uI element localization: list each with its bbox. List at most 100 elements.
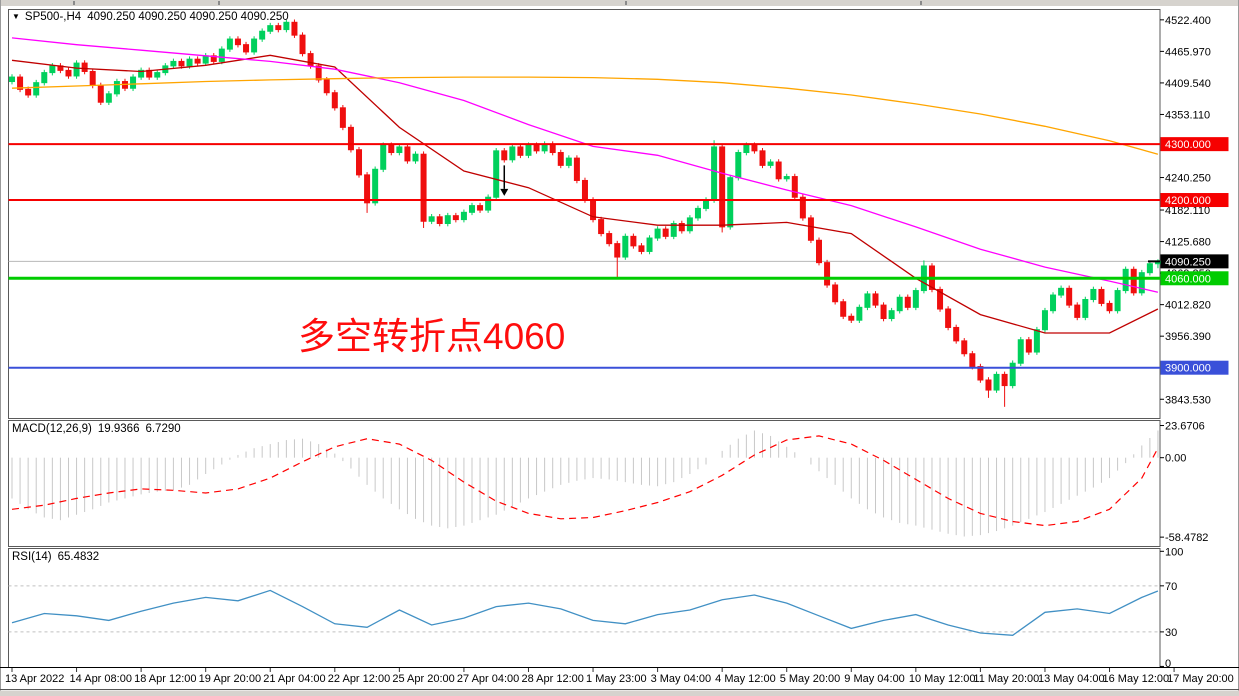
candle	[703, 199, 710, 209]
candle	[291, 21, 298, 36]
candle	[694, 207, 701, 219]
window-bottom-strip	[0, 690, 1239, 696]
candle	[356, 149, 363, 176]
time-axis-label: 19 Apr 20:00	[199, 673, 261, 685]
candle	[218, 48, 225, 62]
candle	[1098, 288, 1105, 304]
macd-tick-label: -58.4782	[1165, 532, 1208, 544]
macd-signal-line	[11, 435, 1159, 527]
candle	[614, 243, 621, 258]
candle	[307, 53, 314, 67]
candle	[977, 366, 984, 381]
time-axis-label: 13 May 04:00	[1038, 673, 1105, 685]
candle	[251, 38, 258, 53]
symbol-label: SP500-,H4	[24, 11, 82, 23]
candle	[33, 82, 40, 96]
candle	[1050, 294, 1057, 312]
candle	[468, 205, 475, 213]
svg-text:4060.000: 4060.000	[1165, 273, 1211, 285]
macd-main-value: 19.9366	[97, 423, 140, 435]
symbol-dropdown-icon[interactable]: ▼	[12, 12, 20, 21]
main-panel[interactable]	[8, 9, 1161, 419]
candle	[436, 216, 443, 225]
candle	[743, 144, 750, 154]
candle	[880, 304, 887, 320]
candle	[799, 196, 806, 219]
candle	[961, 340, 968, 355]
candle	[1082, 299, 1089, 318]
candle	[372, 168, 379, 204]
macd-tick-label: 23.6706	[1165, 421, 1205, 433]
ma-slow-line	[11, 76, 1159, 155]
candle	[138, 69, 145, 78]
time-axis-label: 25 Apr 20:00	[392, 673, 454, 685]
rsi-panel[interactable]	[8, 548, 1161, 668]
candle	[807, 217, 814, 241]
candle	[848, 315, 855, 321]
candle	[202, 55, 209, 64]
candle	[727, 177, 734, 228]
candle	[485, 196, 492, 211]
ma-mid-line	[11, 37, 1159, 293]
candle	[226, 38, 233, 50]
candle	[557, 152, 564, 166]
candle	[1009, 362, 1016, 387]
window-edge-notch	[920, 1, 922, 5]
rsi-label: RSI(14)	[12, 551, 52, 563]
window-edge-notch	[625, 1, 627, 5]
candle	[840, 301, 847, 317]
macd-label: MACD(12,26,9)	[12, 423, 92, 435]
candle	[275, 25, 282, 31]
rsi-layer	[8, 585, 1160, 636]
candle	[89, 70, 96, 86]
candle	[65, 69, 72, 77]
price-tick-label: 4125.680	[1165, 237, 1211, 249]
candle	[1130, 268, 1137, 294]
candle	[912, 290, 919, 308]
candle	[638, 245, 645, 252]
candle	[1066, 287, 1073, 306]
candle	[622, 235, 629, 258]
candle	[945, 308, 952, 328]
candle	[81, 62, 88, 72]
window-edge-notch	[218, 1, 220, 5]
candle	[549, 143, 556, 154]
candle	[775, 161, 782, 180]
candle	[1106, 302, 1113, 312]
candle	[9, 76, 15, 83]
candle	[444, 215, 451, 225]
annotation-text[interactable]: 多空转折点4060	[298, 316, 566, 357]
candle	[501, 150, 508, 161]
candle	[380, 144, 387, 170]
candle	[452, 215, 459, 221]
macd-panel[interactable]	[8, 420, 1161, 547]
candle	[824, 262, 831, 286]
candle	[428, 216, 435, 222]
main-panel-layer	[8, 19, 1161, 407]
price-axis[interactable]: 4522.400 4465.970 4409.540 4353.110 4240.250…	[1160, 15, 1229, 406]
rsi-tick-label: 0	[1165, 658, 1171, 670]
candle	[783, 176, 790, 180]
candle	[460, 211, 467, 221]
candle	[97, 84, 104, 103]
candle	[267, 25, 274, 32]
rsi-line	[11, 589, 1159, 636]
candle	[105, 93, 112, 103]
candle	[420, 153, 427, 222]
time-axis[interactable]: 13 Apr 2022 14 Apr 08:00 18 Apr 12:00 19 Ap…	[0, 667, 1239, 696]
candle	[299, 34, 306, 55]
candle	[525, 144, 532, 156]
candle	[541, 143, 548, 152]
candle	[1025, 339, 1032, 353]
time-axis-label: 3 May 04:00	[651, 673, 712, 685]
time-axis-label: 13 Apr 2022	[5, 673, 64, 685]
candle	[767, 161, 774, 166]
candle	[388, 144, 395, 154]
time-axis-label: 11 May 20:00	[973, 673, 1039, 685]
time-axis-label: 27 Apr 04:00	[457, 673, 519, 685]
price-badge: 4200.000	[1160, 193, 1229, 208]
candle	[719, 146, 726, 228]
candle	[347, 126, 354, 151]
